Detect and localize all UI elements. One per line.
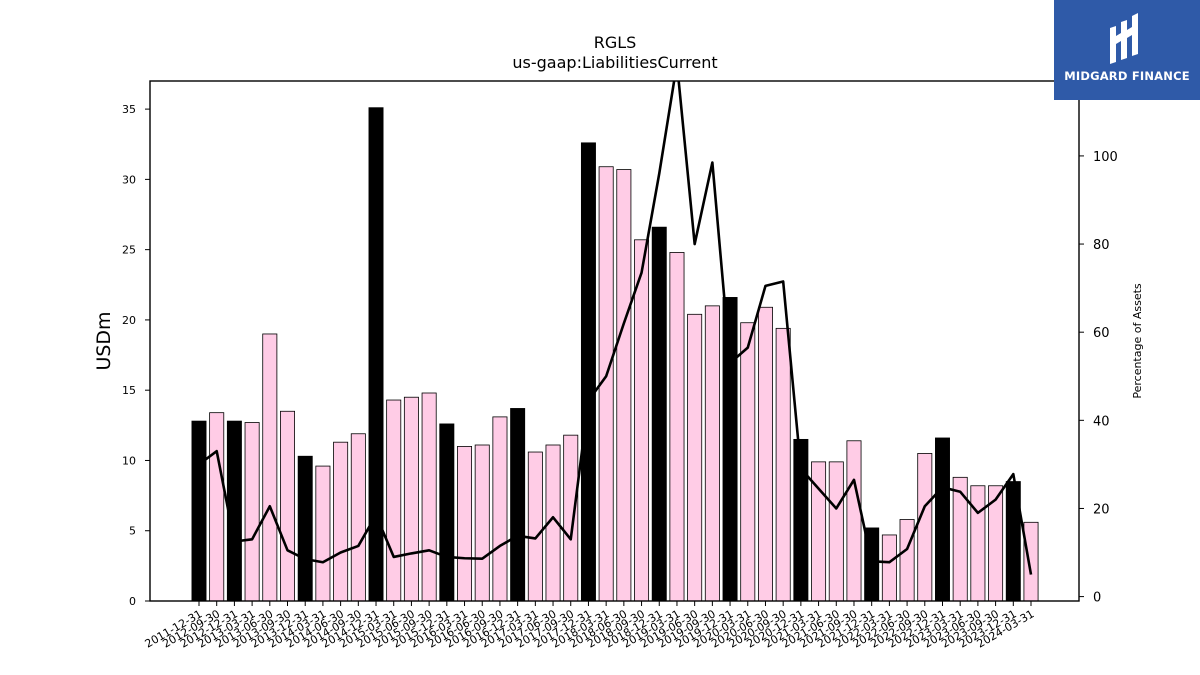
bar-layer <box>191 107 1039 602</box>
chart-title: RGLS <box>594 33 637 52</box>
y-axis-label: USDm <box>93 311 115 370</box>
bar-quarter <box>775 327 791 602</box>
midgard-logo-icon <box>1054 0 1200 100</box>
bar-quarter <box>244 422 260 602</box>
bar-annual <box>297 455 313 602</box>
bar-quarter <box>474 444 490 602</box>
y-tick-label: 10 <box>122 454 136 467</box>
bar-annual <box>439 423 455 602</box>
line-layer <box>198 81 1033 575</box>
bar-quarter <box>527 451 543 602</box>
bar-quarter <box>828 461 844 602</box>
bar-quarter <box>403 396 419 602</box>
bar-quarter <box>315 465 331 602</box>
bar-quarter <box>634 239 650 602</box>
bar-quarter <box>881 534 897 602</box>
bar-quarter <box>917 453 933 602</box>
axes-layer: 051015202530350204060801002011-12-312012… <box>122 80 1118 651</box>
bar-quarter <box>616 169 632 602</box>
y-tick-label: 30 <box>122 173 136 186</box>
bar-quarter <box>846 440 862 602</box>
y-tick-label: 0 <box>129 595 136 608</box>
y2-tick-label: 0 <box>1093 591 1101 606</box>
bar-quarter <box>350 433 366 602</box>
bar-annual <box>580 142 596 602</box>
bar-quarter <box>262 333 278 602</box>
chart-subtitle: us-gaap:LiabilitiesCurrent <box>512 53 717 72</box>
y2-tick-label: 100 <box>1093 150 1118 165</box>
plot-frame <box>149 80 1080 602</box>
brand-name: MIDGARD FINANCE <box>1064 69 1190 83</box>
bar-quarter <box>899 519 915 602</box>
percentage-line <box>198 81 1033 575</box>
bar-quarter <box>704 305 720 602</box>
bar-quarter <box>1023 521 1039 602</box>
bar-quarter <box>757 306 773 602</box>
y-tick-label: 25 <box>122 244 136 257</box>
bar-quarter <box>457 446 473 602</box>
y2-tick-label: 60 <box>1093 326 1110 341</box>
bar-quarter <box>740 322 756 602</box>
y-tick-label: 20 <box>122 314 136 327</box>
bar-quarter <box>209 412 225 602</box>
bar-annual <box>191 420 207 602</box>
y2-tick-label: 40 <box>1093 414 1110 429</box>
y-tick-label: 35 <box>122 103 136 116</box>
y-tick-label: 5 <box>129 525 136 538</box>
bar-quarter <box>970 485 986 602</box>
bar-quarter <box>280 410 295 602</box>
bar-annual <box>651 226 667 602</box>
y2-axis-label: Percentage of Assets <box>1131 283 1144 399</box>
y2-tick-label: 20 <box>1093 502 1110 517</box>
bar-quarter <box>563 434 579 602</box>
y-tick-label: 15 <box>122 384 136 397</box>
bar-annual <box>722 297 738 602</box>
bar-quarter <box>333 441 349 602</box>
bar-quarter <box>386 399 402 602</box>
bar-annual <box>510 408 526 602</box>
brand-logo: MIDGARD FINANCE <box>1054 0 1200 100</box>
y2-tick-label: 80 <box>1093 238 1110 253</box>
bar-quarter <box>492 416 508 602</box>
bar-quarter <box>669 252 685 602</box>
bar-quarter <box>687 313 703 602</box>
bar-quarter <box>421 392 437 602</box>
bar-annual <box>935 437 950 602</box>
